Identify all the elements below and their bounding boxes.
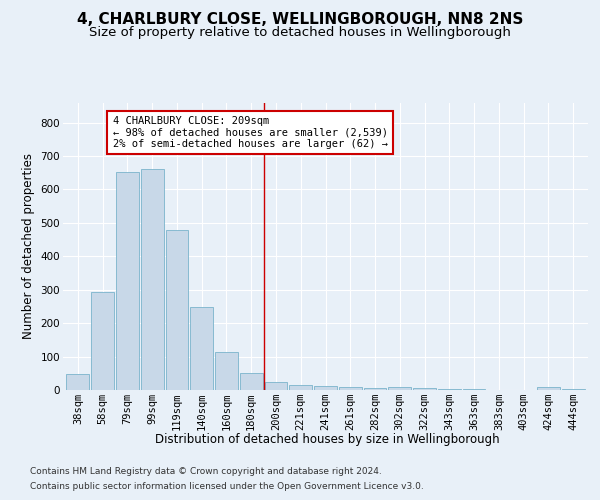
Text: Size of property relative to detached houses in Wellingborough: Size of property relative to detached ho… (89, 26, 511, 39)
Bar (240, 372, 263, 390)
Bar (190, 307, 213, 390)
Bar (265, 382, 287, 390)
Bar (166, 230, 188, 390)
Bar (364, 388, 386, 390)
Bar (537, 388, 560, 390)
Bar (339, 388, 362, 390)
Bar (116, 172, 139, 390)
Bar (413, 388, 436, 390)
Text: Distribution of detached houses by size in Wellingborough: Distribution of detached houses by size … (155, 432, 499, 446)
Y-axis label: Number of detached properties: Number of detached properties (22, 153, 35, 340)
Bar (67, 374, 89, 390)
Bar (141, 170, 164, 390)
Bar (289, 385, 312, 390)
Text: Contains HM Land Registry data © Crown copyright and database right 2024.: Contains HM Land Registry data © Crown c… (30, 467, 382, 476)
Bar (438, 389, 461, 390)
Bar (91, 292, 114, 390)
Text: 4, CHARLBURY CLOSE, WELLINGBOROUGH, NN8 2NS: 4, CHARLBURY CLOSE, WELLINGBOROUGH, NN8 … (77, 12, 523, 28)
Bar (314, 386, 337, 390)
Text: 4 CHARLBURY CLOSE: 209sqm
← 98% of detached houses are smaller (2,539)
2% of sem: 4 CHARLBURY CLOSE: 209sqm ← 98% of detac… (113, 116, 388, 149)
Bar (215, 352, 238, 390)
Text: Contains public sector information licensed under the Open Government Licence v3: Contains public sector information licen… (30, 482, 424, 491)
Bar (388, 388, 411, 390)
